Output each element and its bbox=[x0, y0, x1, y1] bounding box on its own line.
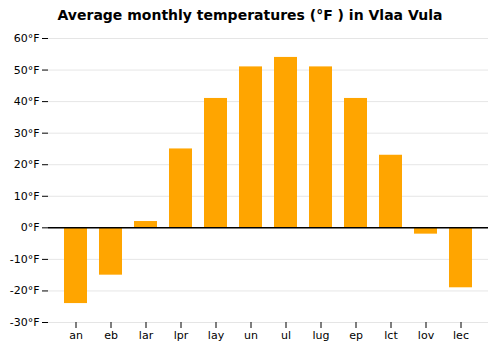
svg-text:lov: lov bbox=[418, 329, 435, 342]
svg-text:60°F: 60°F bbox=[14, 32, 40, 45]
svg-text:un: un bbox=[244, 329, 258, 342]
html-text:Average monthly temperatures (: Average monthly temperatures (°F ) in Vl… bbox=[57, 7, 443, 23]
svg-text:0°F: 0°F bbox=[21, 221, 40, 234]
svg-text:lay: lay bbox=[208, 329, 225, 342]
svg-text:lpr: lpr bbox=[174, 329, 189, 342]
svg-text:30°F: 30°F bbox=[14, 127, 40, 140]
svg-text:10°F: 10°F bbox=[14, 190, 40, 203]
svg-text:eb: eb bbox=[104, 329, 118, 342]
svg-text:40°F: 40°F bbox=[14, 95, 40, 108]
svg-text:ul: ul bbox=[281, 329, 291, 342]
svg-text:ep: ep bbox=[349, 329, 363, 342]
svg-text:-10°F: -10°F bbox=[10, 253, 40, 266]
svg-text:lar: lar bbox=[139, 329, 154, 342]
svg-text:an: an bbox=[69, 329, 83, 342]
svg-text:lct: lct bbox=[384, 329, 398, 342]
svg-text:50°F: 50°F bbox=[14, 64, 40, 77]
svg-text:20°F: 20°F bbox=[14, 158, 40, 171]
svg-text:lec: lec bbox=[453, 329, 469, 342]
svg-text:-20°F: -20°F bbox=[10, 284, 40, 297]
svg-text:lug: lug bbox=[312, 329, 329, 342]
svg-text:-30°F: -30°F bbox=[10, 316, 40, 329]
